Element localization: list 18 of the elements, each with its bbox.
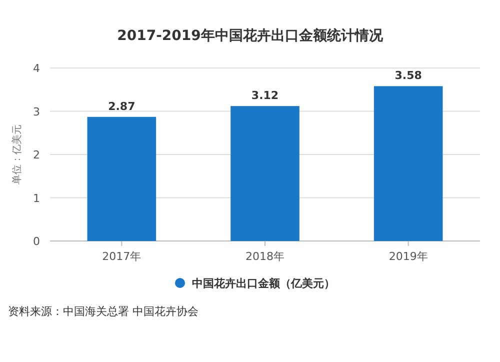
y-tick-label: 4 [33, 62, 40, 75]
y-tick-label: 0 [33, 235, 40, 248]
x-tick-label: 2017年 [102, 250, 142, 263]
y-tick-label: 2 [33, 148, 40, 162]
chart-title: 2017-2019年中国花卉出口金额统计情况 [117, 27, 384, 44]
data-label: 2.87 [108, 100, 136, 113]
data-label: 3.12 [251, 89, 279, 102]
bar [87, 116, 156, 241]
x-tick-label: 2019年 [388, 250, 428, 263]
legend-label: 中国花卉出口金额（亿美元） [192, 277, 335, 290]
y-tick-label: 1 [33, 192, 40, 205]
text: 资料来源：中国海关总署 中国花卉协会 [8, 305, 198, 318]
x-tick-label: 2018年 [246, 250, 284, 263]
data-label: 3.58 [394, 69, 422, 82]
bar [230, 106, 300, 241]
y-tick-label: 3 [33, 105, 40, 118]
bar [374, 86, 443, 241]
y-axis-title: 单位：亿美元 [11, 124, 23, 184]
